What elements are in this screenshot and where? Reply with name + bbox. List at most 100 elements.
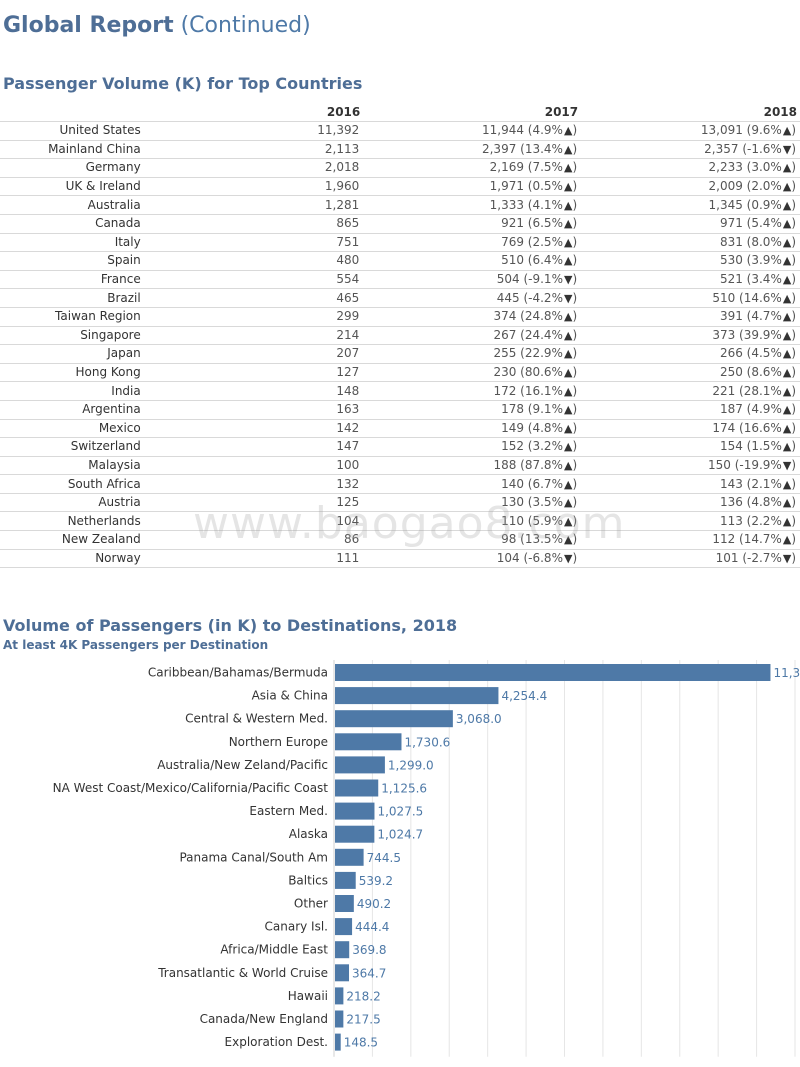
country-cell: Singapore [0,325,147,345]
category-label: Caribbean/Bahamas/Bermuda [148,666,328,680]
bar-value-label: 218.2 [346,989,380,1003]
value-2018: 2,233 (3.0% [708,160,782,175]
table-row: Australia 1,281 1,333 (4.1%▲) 1,345 (0.9%▲) [0,195,800,215]
country-cell: Norway [0,548,147,569]
bar [335,687,499,705]
bar-value-label: 217.5 [346,1013,380,1027]
value-2018: 250 (8.6% [719,365,782,380]
value-2018: 2,357 (-1.6% [704,141,782,156]
value-2017: 104 (-6.8% [496,550,563,565]
value-2017: 2,169 (7.5% [489,160,563,175]
value-2016-cell: 1,960 [146,176,364,196]
bar [335,825,375,843]
value-2018-cell: 150 (-19.9%▼) [581,455,800,475]
bar-value-label: 1,027.5 [377,805,423,819]
bar [335,871,356,889]
up-triangle-icon: ▲ [782,328,792,342]
up-triangle-icon: ▲ [563,310,573,324]
category-label: NA West Coast/Mexico/California/Pacific … [53,781,329,795]
table-row: Malaysia 100 188 (87.8%▲) 150 (-19.9%▼) [0,455,800,475]
value-2017: 110 (5.9% [501,513,563,528]
category-label: Baltics [288,873,328,887]
value-2018: 136 (4.8% [719,495,782,510]
table-row: United States 11,392 11,944 (4.9%▲) 13,091 … [0,121,800,141]
bar-value-label: 148.5 [344,1036,378,1050]
bar [335,664,771,681]
country-cell: India [0,381,147,401]
value-2017: 2,397 (13.4% [481,141,563,156]
report-title: Global Report (Continued) [3,13,311,38]
country-cell: Austria [0,492,147,512]
value-2017: 510 (6.4% [501,253,563,268]
table-row: Japan 207 255 (22.9%▲) 266 (4.5%▲) [0,344,800,364]
value-2018-cell: 221 (28.1%▲) [581,381,800,401]
up-triangle-icon: ▲ [782,161,792,175]
up-triangle-icon: ▲ [563,198,573,212]
up-triangle-icon: ▲ [782,273,792,287]
country-cell: Mexico [0,418,147,438]
value-2018-cell: 373 (39.9%▲) [581,325,800,345]
up-triangle-icon: ▲ [563,161,573,175]
bar-value-label: 490.2 [357,897,391,911]
value-2016-cell: 1,281 [146,195,364,215]
value-2018-cell: 510 (14.6%▲) [581,288,800,308]
value-2017-cell: 178 (9.1%▲) [363,399,582,419]
table-row: Mainland China 2,113 2,397 (13.4%▲) 2,357 (… [0,139,800,159]
bar-value-label: 1,024.7 [377,828,423,842]
value-2016-cell: 2,018 [146,158,364,178]
table-row: Argentina 163 178 (9.1%▲) 187 (4.9%▲) [0,399,800,419]
category-label: Exploration Dest. [225,1035,328,1049]
table-row: New Zealand 86 98 (13.5%▲) 112 (14.7%▲) [0,530,800,550]
up-triangle-icon: ▲ [782,198,792,212]
up-triangle-icon: ▲ [563,347,573,361]
table-row: France 554 504 (-9.1%▼) 521 (3.4%▲) [0,269,800,289]
up-triangle-icon: ▲ [563,514,573,528]
country-cell: Canada [0,213,147,234]
up-triangle-icon: ▲ [563,142,573,156]
country-cell: Spain [0,251,147,271]
up-triangle-icon: ▲ [782,496,792,510]
up-triangle-icon: ▲ [563,217,573,231]
value-2017-cell: 149 (4.8%▲) [363,418,582,438]
down-triangle-icon: ▼ [782,142,792,156]
value-2017-cell: 188 (87.8%▲) [363,455,582,475]
country-cell: Taiwan Region [0,306,147,327]
up-triangle-icon: ▲ [782,124,792,138]
value-2018: 391 (4.7% [719,309,782,324]
category-label: Canary Isl. [265,920,328,934]
table-row: Netherlands 104 110 (5.9%▲) 113 (2.2%▲) [0,511,800,531]
category-label: Central & Western Med. [185,712,328,726]
up-triangle-icon: ▲ [782,235,792,249]
down-triangle-icon: ▼ [563,273,573,287]
value-2017: 152 (3.2% [501,439,563,454]
up-triangle-icon: ▲ [563,421,573,435]
table-row: India 148 172 (16.1%▲) 221 (28.1%▲) [0,381,800,401]
value-2018-cell: 1,345 (0.9%▲) [581,195,800,215]
up-triangle-icon: ▲ [563,384,573,398]
category-label: Panama Canal/South Am [179,850,328,864]
bar-value-label: 444.4 [355,920,389,934]
value-2017: 1,971 (0.5% [489,179,563,194]
value-2017-cell: 769 (2.5%▲) [363,232,582,252]
value-2016-cell: 465 [146,288,364,308]
country-cell: Australia [0,195,147,215]
up-triangle-icon: ▲ [563,477,573,491]
value-2017-cell: 2,169 (7.5%▲) [363,158,582,178]
value-2018: 112 (14.7% [712,532,782,547]
down-triangle-icon: ▼ [563,551,573,565]
category-label: Northern Europe [229,735,328,749]
value-2018-cell: 971 (5.4%▲) [581,213,800,234]
value-2017-cell: 445 (-4.2%▼) [363,288,582,308]
value-2016-cell: 132 [146,474,364,494]
up-triangle-icon: ▲ [563,180,573,194]
bar-value-label: 744.5 [367,851,401,865]
country-cell: Mainland China [0,139,147,159]
category-label: Asia & China [252,689,328,703]
value-2017: 769 (2.5% [501,234,563,249]
bar [335,756,385,774]
value-2018: 154 (1.5% [719,439,782,454]
value-2017: 178 (9.1% [501,402,563,417]
up-triangle-icon: ▲ [563,254,573,268]
down-triangle-icon: ▼ [782,551,792,565]
value-2018: 2,009 (2.0% [708,179,782,194]
